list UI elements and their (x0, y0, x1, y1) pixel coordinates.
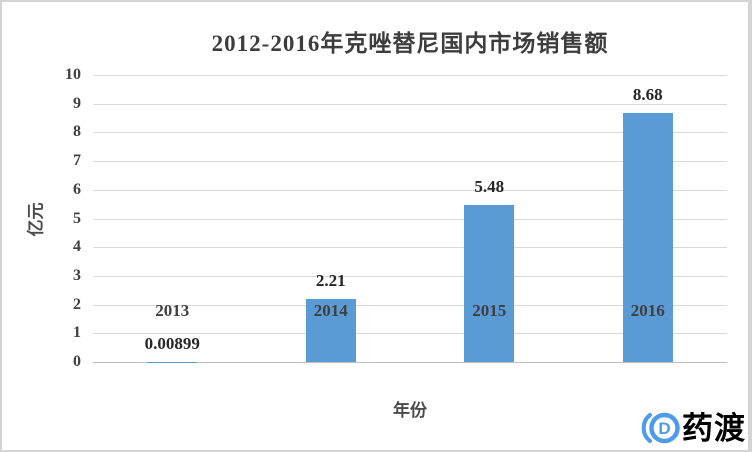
bar-2014 (305, 298, 356, 362)
y-tick-label: 10 (65, 66, 81, 83)
bar-2015 (464, 204, 515, 362)
y-tick-label: 5 (73, 209, 81, 227)
brand-watermark: D 药渡 (641, 408, 746, 448)
x-tick-label-2014: 2014 (313, 301, 348, 320)
gridline (93, 275, 727, 277)
x-tick-label-2013: 2013 (155, 301, 190, 320)
chart-title: 2012-2016年克唑替尼国内市场销售额 (211, 31, 609, 56)
y-tick-label: 9 (73, 94, 81, 112)
gridline (93, 103, 727, 105)
x-tick-label-2016: 2016 (630, 301, 665, 320)
gridline (93, 218, 727, 220)
gridline (93, 75, 727, 76)
gridline (93, 161, 727, 163)
yaodu-logo-icon: D (641, 412, 680, 444)
brand-text: 药渡 (682, 410, 746, 446)
y-tick-label: 3 (73, 266, 81, 284)
x-tick-label-2015: 2015 (472, 301, 507, 320)
x-axis-title: 年份 (393, 401, 427, 420)
gridline (93, 189, 727, 191)
y-tick-label: 8 (73, 123, 81, 141)
y-tick-label: 1 (73, 324, 81, 342)
y-tick-label: 0 (73, 353, 81, 370)
data-label-2015: 5.48 (474, 176, 505, 196)
plot-area: 0 1 2 3 4 5 6 7 8 9 10 0.00899 2.21 5.48 8.68 (65, 66, 727, 370)
data-label-2016: 8.68 (632, 84, 663, 104)
data-label-2013: 0.00899 (144, 333, 200, 353)
y-tick-label: 7 (73, 152, 81, 170)
bar-2016 (622, 112, 673, 362)
gridline (93, 333, 727, 335)
y-tick-label: 4 (73, 238, 81, 256)
data-label-2014: 2.21 (315, 270, 346, 290)
y-tick-label: 2 (73, 295, 81, 313)
x-axis-line (93, 362, 727, 363)
gridline (93, 132, 727, 134)
y-tick-label: 6 (73, 180, 81, 198)
svg-text:D: D (658, 419, 670, 438)
gridline (93, 247, 727, 249)
gridline (93, 304, 727, 306)
